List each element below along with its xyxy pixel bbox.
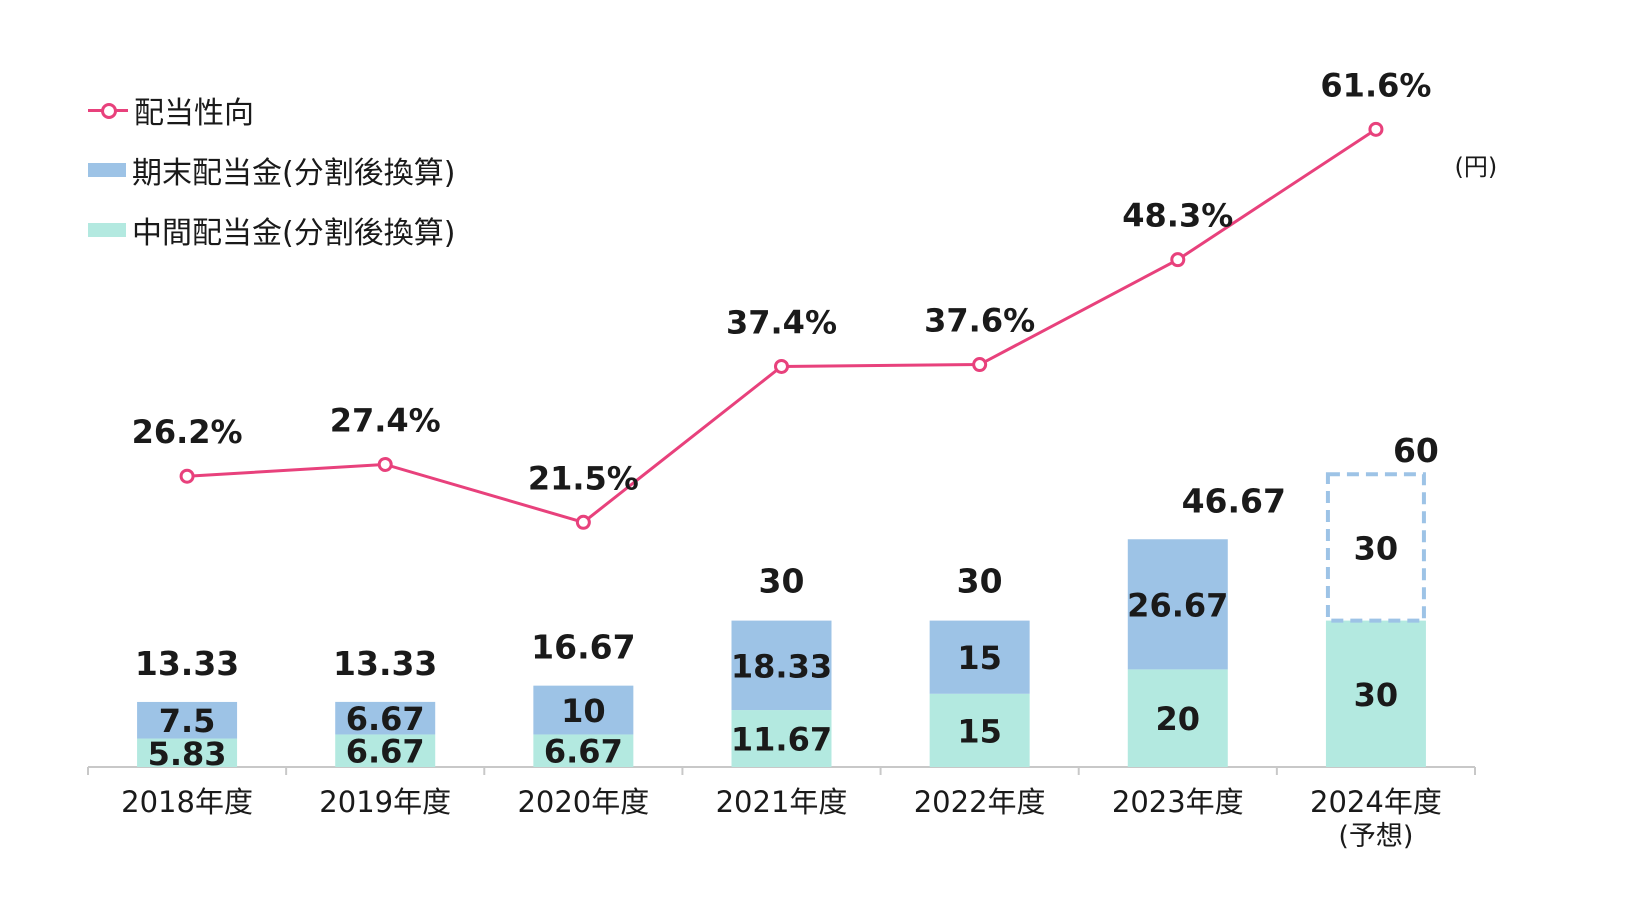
data-label-total: 30	[759, 562, 805, 601]
data-label-final: 30	[1354, 529, 1399, 567]
bar-interim	[1325, 620, 1426, 767]
bar-final	[929, 620, 1030, 694]
data-label-total: 46.67	[1182, 481, 1286, 520]
data-label-interim: 11.67	[731, 721, 832, 759]
data-label-interim: 6.67	[544, 733, 623, 771]
bar-final	[137, 701, 238, 739]
x-tick-note: (予想)	[1338, 821, 1413, 852]
bar-interim	[1127, 669, 1228, 767]
payout-ratio-label: 27.4%	[330, 401, 441, 439]
bar-interim	[137, 738, 238, 767]
bar-final	[1127, 539, 1228, 670]
payout-ratio-point	[1368, 121, 1384, 137]
bar-final	[731, 620, 832, 711]
unit-label: (円)	[1455, 153, 1498, 181]
data-label-interim: 5.83	[148, 735, 227, 773]
data-label-final: 26.67	[1127, 586, 1228, 624]
x-tick-label: 2024年度	[1310, 785, 1442, 819]
payout-ratio-point	[377, 456, 393, 472]
payout-line-swatch-icon	[88, 98, 128, 122]
legend-item-final: 期末配当金(分割後換算)	[88, 140, 455, 200]
final-swatch-icon	[88, 163, 126, 177]
interim-swatch-icon	[88, 223, 126, 237]
data-label-interim: 15	[957, 712, 1002, 750]
x-tick-label: 2022年度	[914, 785, 1046, 819]
bar-final	[335, 701, 436, 735]
legend: 配当性向 期末配当金(分割後換算) 中間配当金(分割後換算)	[88, 80, 455, 260]
legend-item-payout: 配当性向	[88, 80, 455, 140]
data-label-final: 18.33	[731, 647, 832, 685]
payout-ratio-point	[972, 357, 988, 373]
bar-interim	[533, 734, 634, 767]
bar-final-forecast	[1325, 472, 1426, 623]
data-label-interim: 20	[1156, 700, 1201, 738]
data-label-final: 7.5	[159, 702, 216, 740]
data-label-interim: 6.67	[346, 733, 425, 771]
bar-final	[533, 685, 634, 735]
data-label-final: 10	[561, 692, 606, 730]
bar-interim	[731, 710, 832, 767]
payout-ratio-label: 37.4%	[726, 303, 837, 341]
data-label-total: 60	[1393, 431, 1439, 470]
bar-interim	[929, 693, 1030, 767]
legend-item-interim: 中間配当金(分割後換算)	[88, 200, 455, 260]
payout-ratio-point	[1170, 252, 1186, 268]
x-tick-label: 2021年度	[716, 785, 848, 819]
payout-ratio-label: 61.6%	[1320, 66, 1431, 104]
payout-ratio-point	[774, 358, 789, 374]
x-tick-label: 2019年度	[319, 785, 451, 819]
bar-interim	[335, 734, 436, 767]
legend-payout-label: 配当性向	[134, 96, 254, 131]
data-label-interim: 30	[1354, 676, 1399, 714]
payout-ratio-point	[575, 514, 591, 530]
legend-final-label: 期末配当金(分割後換算)	[132, 156, 456, 191]
legend-interim-label: 中間配当金(分割後換算)	[132, 216, 456, 251]
payout-ratio-point	[179, 468, 195, 484]
data-label-total: 16.67	[531, 628, 635, 667]
payout-ratio-label: 21.5%	[528, 459, 639, 497]
x-tick-label: 2018年度	[121, 785, 253, 819]
x-tick-label: 2020年度	[517, 785, 649, 819]
data-label-final: 6.67	[346, 700, 425, 738]
x-tick-label: 2023年度	[1112, 785, 1244, 819]
data-label-final: 15	[957, 639, 1002, 677]
payout-ratio-label: 48.3%	[1122, 197, 1233, 235]
data-label-total: 13.33	[333, 644, 437, 683]
payout-ratio-label: 37.6%	[924, 302, 1035, 340]
data-label-total: 30	[957, 562, 1003, 601]
data-label-total: 13.33	[135, 644, 239, 683]
payout-ratio-label: 26.2%	[132, 413, 243, 451]
